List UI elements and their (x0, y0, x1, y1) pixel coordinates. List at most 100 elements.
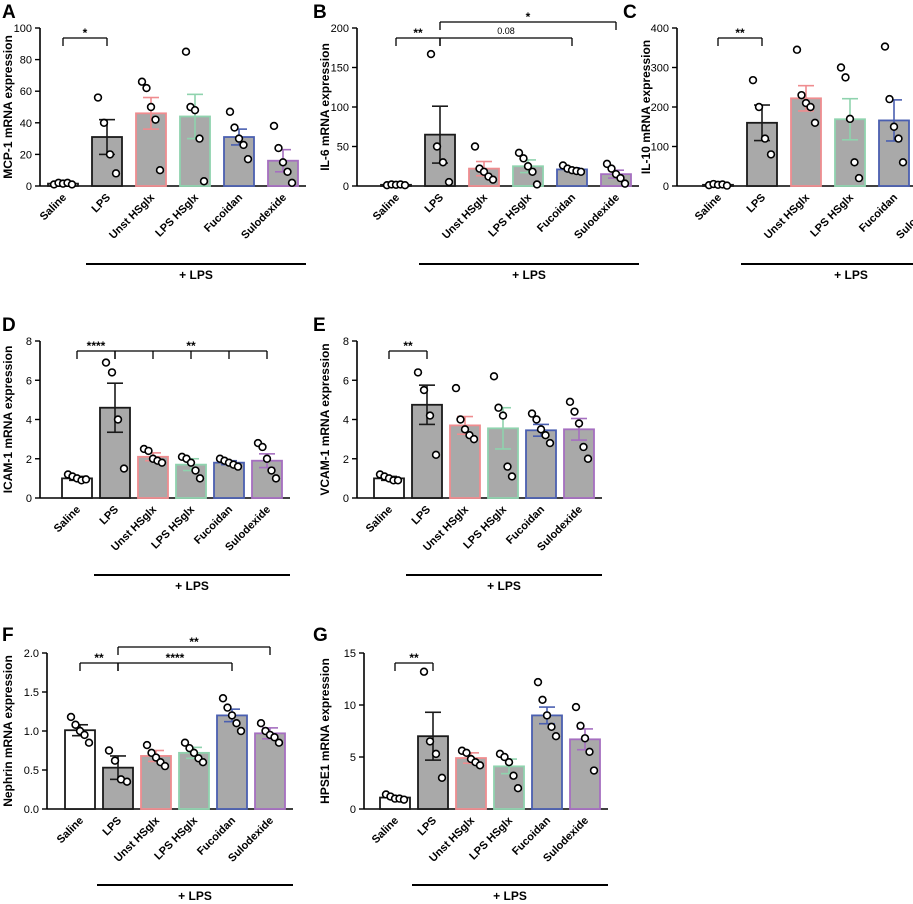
y-axis-title: HPSE1 mRNA expression (318, 658, 332, 804)
data-point (110, 756, 120, 765)
y-tick-label: 1.5 (24, 687, 39, 699)
category-label: Fucoidan (535, 191, 578, 234)
bar-fucoidan (531, 714, 563, 810)
data-point (218, 694, 228, 703)
data-point (243, 154, 253, 164)
y-tick-label: 150 (331, 63, 349, 75)
data-point (270, 733, 279, 742)
data-point (283, 167, 292, 176)
data-point (460, 425, 470, 434)
sig-label: ** (186, 339, 196, 353)
data-point (533, 677, 543, 687)
data-point (400, 181, 410, 190)
category-label: Saline (52, 504, 83, 535)
data-point (894, 134, 903, 143)
data-point (225, 107, 235, 116)
data-point (107, 368, 117, 377)
y-tick-label: 20 (20, 149, 32, 161)
y-tick-label: 1.0 (24, 726, 39, 738)
data-point (456, 415, 465, 424)
data-point (880, 42, 890, 51)
y-tick-label: 0 (350, 804, 356, 816)
category-label: LPS HSglx (808, 191, 856, 239)
sig-label: ** (94, 651, 104, 665)
y-tick-label: 2 (343, 454, 349, 466)
panel-label: D (2, 315, 16, 336)
data-point (766, 150, 776, 159)
group-label: + LPS (178, 889, 212, 903)
data-point (155, 166, 165, 175)
y-tick-label: 100 (14, 23, 32, 35)
data-point (523, 162, 533, 171)
data-point (399, 795, 409, 804)
data-point (583, 454, 593, 463)
data-point (722, 181, 732, 190)
sig-label: ** (403, 339, 413, 353)
data-point (227, 711, 237, 720)
y-tick-label: 6 (343, 375, 349, 387)
data-point (576, 167, 586, 176)
data-point (142, 740, 152, 750)
data-point (754, 102, 764, 112)
panel-a: A MCP-1 mRNA expression 0 20 40 60 80 100 Saline… (1, 2, 306, 282)
sig-label: ** (409, 651, 419, 665)
data-point (431, 450, 441, 460)
bar-lps (91, 136, 123, 187)
data-point (475, 761, 485, 770)
y-tick-label: 200 (651, 102, 669, 114)
data-point (571, 702, 581, 712)
data-point (425, 737, 435, 746)
sig-label: ** (413, 26, 423, 40)
data-point (151, 115, 160, 124)
data-point (191, 466, 200, 475)
data-point (585, 747, 594, 756)
panel-c: C IL-10 mRNA expression 0 100 200 300 400 Salin… (623, 2, 913, 282)
data-point (71, 720, 80, 729)
category-label: LPS (89, 192, 113, 216)
data-point (419, 385, 429, 395)
sig-label: 0.08 (497, 26, 515, 36)
category-label: LPS (744, 192, 768, 216)
category-label: Fucoidan (857, 191, 900, 234)
panel-f: F Nephrin mRNA expression 0.0 0.5 1.0 1.5 2.0 S… (1, 625, 293, 903)
y-tick-label: 400 (651, 23, 669, 35)
y-axis-title: MCP-1 mRNA expression (1, 35, 15, 179)
data-point (748, 75, 758, 85)
panel-label: F (2, 625, 14, 646)
data-point (181, 47, 191, 56)
data-point (889, 122, 899, 131)
data-point (576, 721, 585, 730)
data-point (885, 94, 894, 104)
data-point (507, 472, 517, 481)
data-point (105, 150, 115, 159)
data-point (444, 177, 454, 187)
y-tick-label: 6 (26, 375, 32, 387)
category-label: Unst HSglx (107, 191, 158, 242)
data-point (841, 73, 850, 82)
data-point (504, 757, 514, 767)
data-point (104, 746, 114, 755)
data-point (551, 731, 561, 741)
data-point (256, 718, 266, 728)
sig-label: * (526, 10, 531, 24)
data-point (274, 738, 284, 747)
category-label: Sulodexide (572, 192, 622, 242)
y-tick-label: 5 (350, 752, 356, 764)
data-point (437, 773, 447, 782)
y-tick-label: 0 (663, 181, 669, 193)
y-tick-label: 60 (20, 86, 32, 98)
category-label: Saline (370, 815, 401, 846)
data-point (101, 358, 111, 367)
y-tick-label: 15 (344, 648, 356, 660)
sig-label: **** (87, 339, 106, 353)
data-point (527, 409, 537, 418)
category-label: Sulodexide (239, 192, 289, 242)
y-tick-label: 100 (331, 102, 349, 114)
data-point (806, 102, 815, 112)
data-point (589, 766, 599, 775)
group-label: + LPS (512, 268, 546, 282)
data-point (570, 407, 579, 416)
